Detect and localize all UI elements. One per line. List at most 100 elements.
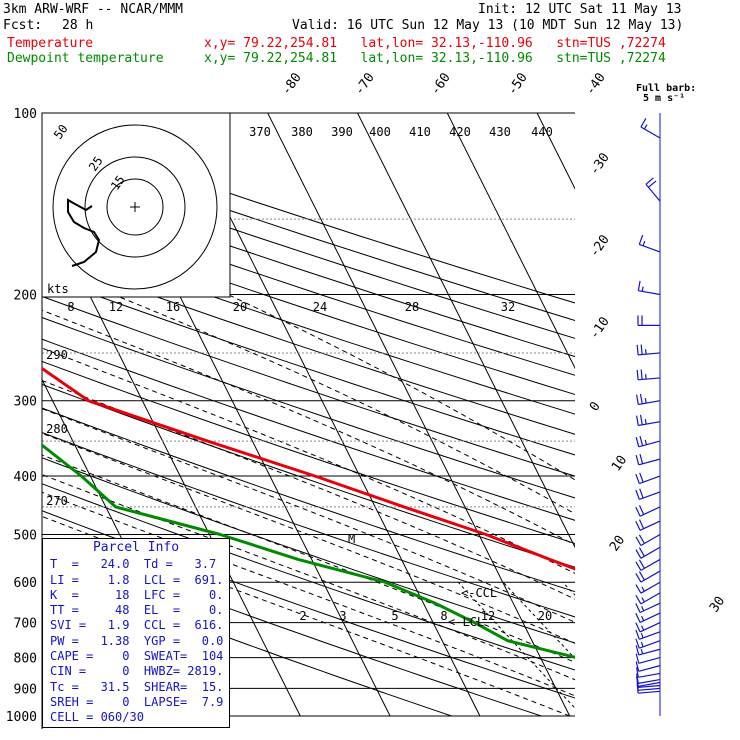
wind-barb (635, 488, 661, 500)
wind-barb-staff (639, 612, 661, 623)
wind-barb-flag (638, 547, 645, 557)
parcel-info-row: CIN = 0 HWBZ= 2819. (50, 664, 224, 679)
wind-barb (635, 570, 661, 583)
theta-label: 370 (249, 125, 271, 139)
max-temp-marker: M (348, 532, 355, 546)
wind-barb-staff (639, 631, 661, 640)
hodograph-ring (106, 178, 164, 236)
parcel-info-row: CAPE = 0 SWEAT= 104 (50, 649, 224, 664)
wind-barb-flag (640, 344, 643, 355)
speed-tick-label: 20 (233, 300, 247, 314)
moist-adiabat-line (42, 432, 575, 644)
isotherm-label: -40 (583, 70, 609, 98)
wind-barb-flag (642, 240, 646, 247)
wind-barb (635, 592, 661, 605)
parcel-info-panel: Parcel Info T = 24.0 Td = 3.7 LI = 1.8 LC… (42, 538, 230, 728)
wind-barb-flag (641, 586, 645, 592)
init-time: Init: 12 UTC Sat 11 May 13 (478, 2, 682, 17)
wind-barb (640, 118, 661, 139)
wind-barb-flag (640, 641, 644, 648)
wind-barb (635, 435, 661, 448)
isotherm-line (627, 113, 740, 716)
wind-barb (635, 533, 661, 547)
wind-barb (635, 629, 661, 640)
wind-barb-flag (635, 436, 640, 447)
moist-adiabat-line (42, 454, 575, 663)
wind-barb-staff (639, 602, 661, 614)
wind-barb-flag (644, 398, 647, 404)
parcel-info-row: PW = 1.38 YGP = 0.0 (50, 633, 224, 648)
temperature-legend-label: Temperature (7, 36, 94, 51)
wind-barb (638, 234, 661, 253)
wind-barb (636, 369, 661, 381)
wind-barb-flag (635, 573, 642, 583)
hodograph-trace (67, 198, 101, 267)
wind-barb (635, 622, 661, 633)
wind-barb (635, 519, 661, 531)
pressure-tick-label: 300 (14, 395, 37, 410)
forecast-label: Fcst: (3, 18, 43, 33)
wind-barb-staff (640, 533, 661, 547)
hodograph-ring-label: 15 (108, 173, 128, 193)
wind-barb-flag (638, 571, 645, 581)
speed-tick-label: 8 (67, 300, 74, 314)
wind-barb-staff (640, 592, 661, 605)
wind-barb (635, 612, 661, 623)
hodograph-unit-label: kts (47, 282, 69, 296)
wind-barb-flag (635, 594, 642, 605)
wind-barb-flag (635, 536, 642, 546)
mixing-ratio-label: 12 (481, 609, 495, 623)
wind-barb-flag (636, 394, 639, 405)
mixing-ratio-line (672, 582, 740, 716)
wind-barb-flag (635, 549, 642, 559)
wind-barb-flag (635, 622, 641, 633)
wind-barb-flag (635, 506, 641, 517)
wind-barb-flag (635, 653, 640, 664)
wind-barb-staff (645, 183, 661, 202)
theta-label: 440 (531, 125, 553, 139)
wind-barb-staff (638, 672, 661, 678)
wind-barb-staff (638, 290, 661, 296)
wind-barb-flag (640, 369, 643, 380)
wind-barb (636, 683, 661, 694)
wind-barb-flag (635, 489, 640, 500)
dry-adiabat-line (42, 431, 575, 618)
dry-adiabat-line (42, 483, 575, 671)
wind-barb-flag (641, 625, 645, 631)
wind-barb-flag (639, 393, 643, 404)
moist-adiabat-line (42, 473, 575, 681)
theta-label: 420 (449, 125, 471, 139)
hodograph-ring-label: 50 (51, 122, 71, 142)
wind-barb (636, 414, 661, 427)
mixing-ratio-label: 2 (299, 609, 306, 623)
pressure-tick-label: 700 (14, 617, 37, 632)
parcel-info-row: T = 24.0 Td = 3.7 (50, 557, 217, 572)
theta-label: 410 (409, 125, 431, 139)
wind-barb-staff (638, 690, 661, 694)
wind-barb (636, 667, 661, 678)
wind-barb-flag (643, 124, 648, 130)
dewpoint-location-info: x,y= 79.22,254.81 lat,lon= 32.13,-110.96… (204, 51, 666, 66)
hodograph-ring-label: 25 (86, 154, 106, 174)
wind-barb (635, 661, 661, 672)
wind-barb-flag (635, 521, 641, 531)
isotherm-label: -50 (505, 70, 531, 98)
wind-barb-staff (638, 656, 661, 664)
isotherm-line (267, 113, 571, 717)
wind-barb-flag (635, 584, 642, 594)
wind-barb-staff (639, 475, 661, 485)
wind-barb-flag (639, 435, 644, 446)
wind-barb-flag (645, 349, 647, 355)
forecast-hours: 28 h (62, 18, 94, 33)
hodograph-ring (84, 156, 186, 258)
wind-barb-staff (638, 665, 661, 672)
moist-adiabat-line (42, 379, 575, 600)
dewpoint-profile (42, 443, 575, 659)
parcel-info-row: TT = 48 EL = 0. (50, 603, 224, 618)
wind-barb-flag (638, 534, 645, 544)
hodograph-ring (52, 124, 218, 290)
parcel-info-row: SREH = 0 LAPSE= 7.9 (50, 694, 224, 709)
wind-barb-flag (635, 645, 640, 656)
pressure-tick-label: 100 (14, 107, 37, 122)
